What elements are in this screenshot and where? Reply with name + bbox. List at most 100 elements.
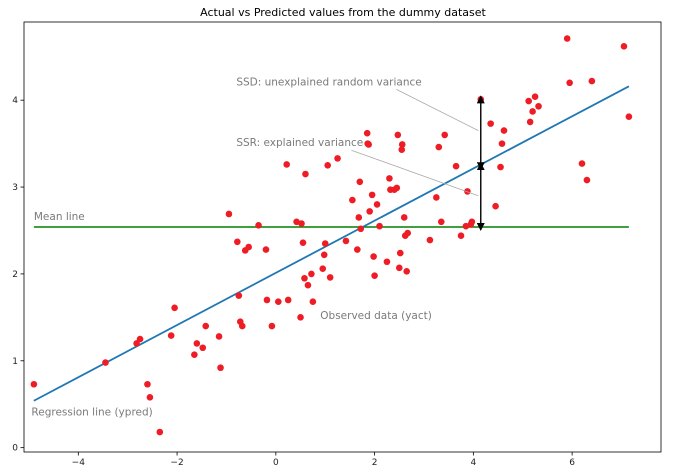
data-point xyxy=(309,298,317,306)
data-point xyxy=(356,178,364,186)
data-point xyxy=(156,428,164,436)
data-point xyxy=(255,221,262,229)
y-tick-label: 2 xyxy=(12,270,18,280)
data-point xyxy=(437,218,445,226)
data-point xyxy=(395,264,403,272)
data-point xyxy=(396,249,404,257)
data-point xyxy=(308,270,315,278)
data-point xyxy=(365,141,372,148)
data-point xyxy=(386,175,393,182)
x-tick-label: 0 xyxy=(273,458,279,468)
data-point xyxy=(262,246,270,253)
data-point xyxy=(349,196,356,204)
data-point xyxy=(566,79,573,87)
data-point xyxy=(30,380,38,388)
data-point xyxy=(394,131,402,139)
data-point xyxy=(167,332,175,339)
y-axis: 0 1 2 3 4 xyxy=(12,96,24,454)
x-tick-label: −4 xyxy=(72,458,86,468)
data-point xyxy=(284,296,292,304)
data-point xyxy=(355,214,363,221)
x-tick-label: 2 xyxy=(372,458,378,468)
data-point xyxy=(452,162,460,170)
data-point xyxy=(357,225,365,233)
y-tick-label: 4 xyxy=(12,96,18,106)
data-point xyxy=(202,322,210,330)
data-point xyxy=(146,393,154,401)
data-point xyxy=(191,351,198,359)
data-point xyxy=(393,184,401,192)
data-point xyxy=(363,129,371,137)
data-point xyxy=(398,146,406,153)
data-point xyxy=(225,210,233,218)
data-point xyxy=(366,208,373,215)
data-point xyxy=(320,251,328,259)
data-point xyxy=(193,340,201,347)
data-point xyxy=(457,232,465,239)
annotation-leader-ssd xyxy=(396,89,479,131)
data-point xyxy=(301,274,308,282)
data-point xyxy=(234,238,241,246)
data-point xyxy=(342,237,350,245)
data-point xyxy=(354,246,361,253)
data-point xyxy=(535,102,542,110)
data-point xyxy=(136,335,144,343)
data-point xyxy=(102,359,109,366)
annotation-leader-ssr xyxy=(351,149,479,197)
data-point xyxy=(529,108,536,115)
data-point xyxy=(297,314,304,321)
data-point xyxy=(268,322,276,330)
annotations: SSD: unexplained random variance SSR: exp… xyxy=(31,76,479,419)
data-point xyxy=(299,239,307,246)
chart-title: Actual vs Predicted values from the dumm… xyxy=(200,6,486,19)
data-point xyxy=(404,229,411,237)
x-tick-label: 6 xyxy=(569,458,575,468)
data-point xyxy=(563,35,571,42)
annotation-ssr: SSR: explained variance xyxy=(236,137,363,149)
data-point xyxy=(588,77,596,85)
data-point xyxy=(525,97,532,105)
annotation-observed: Observed data (yact) xyxy=(320,310,432,322)
data-point xyxy=(403,268,410,275)
data-point xyxy=(245,243,252,251)
data-point xyxy=(371,272,378,279)
annotation-regression: Regression line (ypred) xyxy=(31,407,152,419)
x-tick-label: 4 xyxy=(470,458,476,468)
regression-line xyxy=(33,85,630,402)
data-point xyxy=(620,43,628,50)
data-point xyxy=(373,201,381,208)
data-point xyxy=(441,131,449,139)
data-point xyxy=(426,236,434,244)
data-point xyxy=(324,162,331,169)
data-point xyxy=(263,296,271,304)
data-point xyxy=(464,188,471,195)
data-point xyxy=(435,143,443,151)
data-point xyxy=(625,113,633,120)
data-point xyxy=(498,140,506,147)
data-point xyxy=(217,364,224,372)
data-point xyxy=(171,304,178,312)
data-point xyxy=(326,274,334,281)
data-points xyxy=(30,35,633,436)
data-point xyxy=(144,380,151,388)
data-point xyxy=(319,265,327,273)
x-tick-label: −2 xyxy=(170,458,183,468)
data-point xyxy=(283,161,291,168)
data-point xyxy=(321,240,329,247)
y-tick-label: 3 xyxy=(12,183,18,193)
data-point xyxy=(383,258,391,266)
data-point xyxy=(433,194,440,201)
data-point xyxy=(578,160,586,167)
data-point xyxy=(376,222,383,230)
data-point xyxy=(215,333,223,340)
data-point xyxy=(583,176,591,184)
data-point xyxy=(199,344,207,352)
data-point xyxy=(398,141,406,148)
y-tick-label: 1 xyxy=(12,357,18,367)
data-point xyxy=(304,281,312,289)
data-point xyxy=(531,93,539,101)
data-point xyxy=(275,298,282,306)
data-point xyxy=(400,214,408,221)
